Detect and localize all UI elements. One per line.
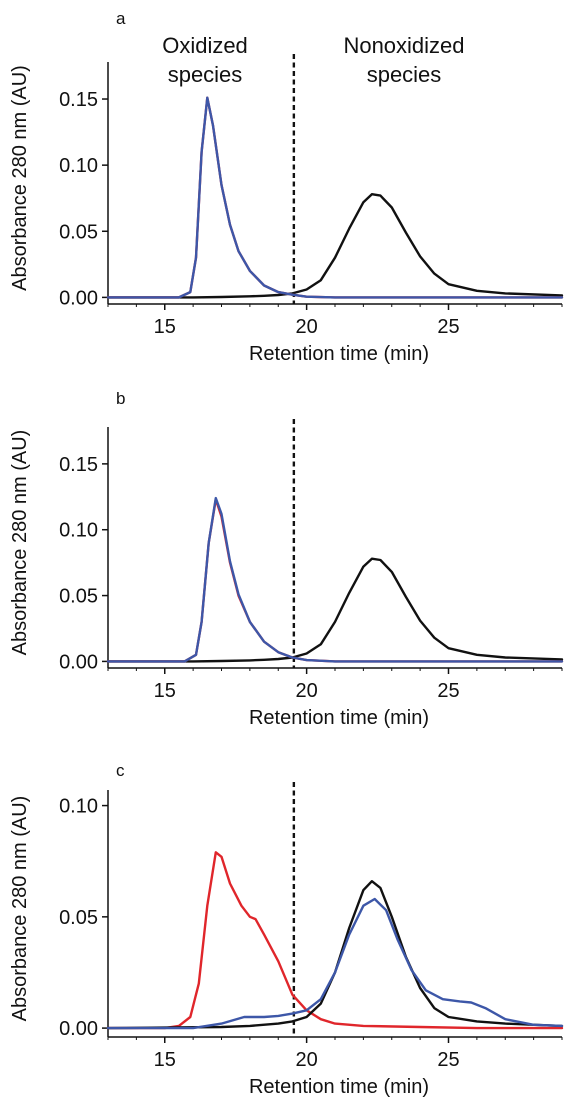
series-line-red: [106, 498, 564, 663]
series-line-red: [106, 96, 564, 299]
y-tick-label: 0.00: [59, 1018, 98, 1040]
x-axis-title: Retention time (min): [249, 343, 429, 365]
panel-label: a: [116, 9, 126, 28]
y-tick-label: 0.15: [59, 89, 98, 111]
panel-label: b: [116, 389, 125, 408]
y-tick-label: 0.00: [59, 287, 98, 309]
y-tick-label: 0.00: [59, 651, 98, 673]
y-tick-label: 0.10: [59, 520, 98, 542]
y-tick-label: 0.05: [59, 221, 98, 243]
annotation-oxidized-line2: species: [168, 62, 243, 87]
x-tick-label: 20: [296, 316, 318, 338]
y-axis-title: Absorbance 280 nm (AU): [9, 65, 31, 291]
x-tick-label: 25: [437, 680, 459, 702]
series-line-red: [106, 851, 564, 1030]
y-tick-label: 0.15: [59, 454, 98, 476]
annotations: Oxidized species Nonoxidized species: [162, 33, 464, 87]
x-tick-label: 15: [154, 316, 176, 338]
x-axis-title: Retention time (min): [249, 707, 429, 729]
x-tick-label: 20: [296, 680, 318, 702]
chart-panel-c: c 15 20 25 0.00 0.05 0.10 Retention time (min) A…: [9, 761, 564, 1098]
y-axis-title: Absorbance 280 nm (AU): [9, 796, 31, 1022]
series-line-black: [106, 880, 564, 1030]
series-line-black: [106, 557, 564, 663]
annotation-oxidized-line1: Oxidized: [162, 33, 248, 58]
y-tick-label: 0.10: [59, 155, 98, 177]
y-tick-label: 0.05: [59, 907, 98, 929]
chart-panel-b: b 15 20 25 0.00 0.05 0.10 0.15 Retention time (m…: [9, 389, 564, 729]
y-tick-label: 0.05: [59, 586, 98, 608]
annotation-nonoxidized-line2: species: [367, 62, 442, 87]
series-line-blue: [106, 496, 564, 663]
annotation-nonoxidized-line1: Nonoxidized: [343, 33, 464, 58]
panel-label: c: [116, 761, 125, 780]
chart-panel-a: a 15 20 25 0.00 0.05 0.10 0.15 Retention time (m…: [9, 9, 564, 365]
y-tick-label: 0.10: [59, 796, 98, 818]
x-tick-label: 25: [437, 316, 459, 338]
y-axis-title: Absorbance 280 nm (AU): [9, 430, 31, 656]
series-line-black: [106, 193, 564, 299]
x-axis-title: Retention time (min): [249, 1076, 429, 1098]
x-tick-label: 15: [154, 1049, 176, 1071]
series-line-blue: [106, 96, 564, 299]
x-tick-label: 15: [154, 680, 176, 702]
x-tick-label: 25: [437, 1049, 459, 1071]
series-line-blue: [106, 897, 564, 1030]
x-tick-label: 20: [296, 1049, 318, 1071]
